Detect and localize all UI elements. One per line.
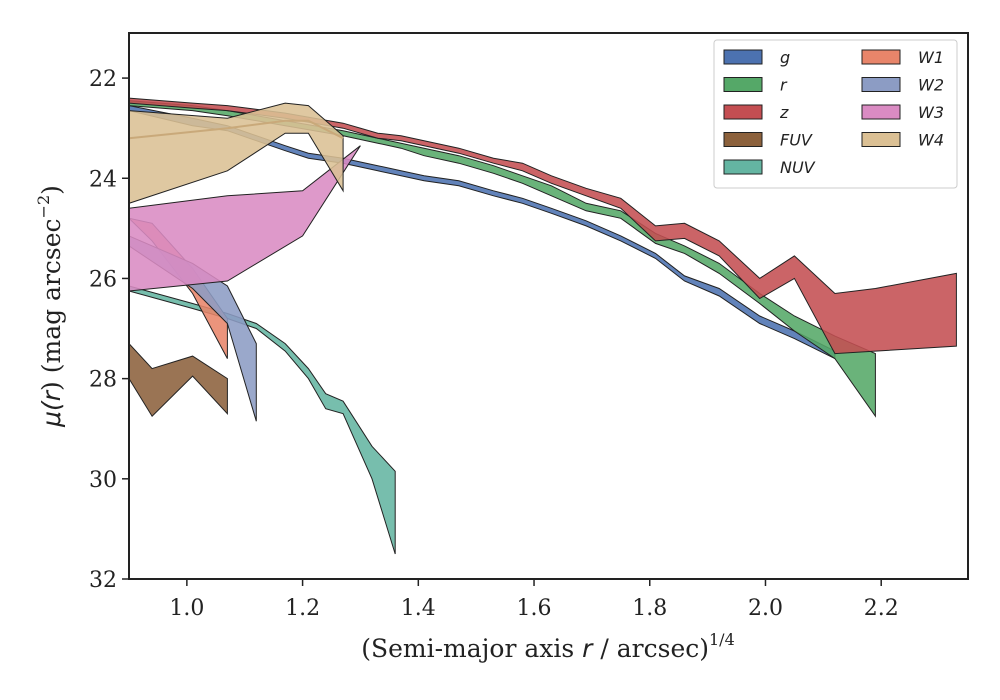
legend-swatch-r (723, 77, 763, 92)
x-tick-label: 1.0 (169, 596, 204, 621)
legend-swatch-z (723, 104, 763, 120)
legend-label-z: z (779, 103, 789, 122)
x-axis-label: (Semi-major axis r / arcsec)1/4 (361, 630, 735, 663)
y-axis-label: μ(r) (mag arcsec−2) (34, 185, 66, 428)
x-axis: 1.0 1.2 1.4 1.6 1.8 2.0 2.2 (169, 579, 899, 621)
x-tick-label: 1.2 (285, 596, 320, 621)
y-tick-label: 26 (89, 267, 117, 292)
x-tick-label: 1.4 (401, 596, 436, 621)
legend-swatch-w3 (861, 104, 901, 120)
legend-label-w3: W3 (918, 103, 944, 122)
y-axis: 22 24 26 28 30 32 (89, 67, 129, 593)
legend-label-r: r (780, 76, 788, 95)
legend-label-w4: W4 (918, 131, 944, 150)
y-tick-label: 30 (89, 468, 117, 493)
y-tick-label: 28 (89, 368, 117, 393)
x-tick-label: 1.8 (632, 596, 667, 621)
band-nuv (129, 285, 396, 555)
y-tick-label: 32 (89, 568, 117, 593)
legend-label-w2: W2 (918, 76, 944, 95)
band-r (129, 100, 876, 418)
legend: grz FUV NUV W1 W2 W3 W4 (713, 39, 958, 189)
y-tick-label: 24 (89, 167, 117, 192)
band-w3 (129, 145, 361, 292)
legend-swatch-g (723, 49, 763, 65)
band-fuv (129, 342, 228, 417)
legend-swatch-w4 (861, 132, 901, 147)
x-tick-label: 1.6 (517, 596, 552, 621)
band-w4 (129, 102, 344, 204)
legend-label-nuv: NUV (780, 158, 816, 177)
y-tick-label: 22 (89, 67, 117, 92)
median-line-w4 (129, 119, 344, 140)
legend-label-fuv: FUV (780, 131, 813, 150)
x-tick-label: 2.0 (748, 596, 783, 621)
legend-swatch-w1 (861, 49, 901, 65)
x-tick-label: 2.2 (864, 596, 899, 621)
legend-swatch-nuv (723, 159, 763, 175)
bands-layer (129, 97, 957, 555)
legend-label-w1: W1 (918, 48, 944, 67)
plot-frame (128, 32, 969, 580)
band-z (129, 97, 957, 355)
legend-label-g: g (780, 48, 790, 67)
legend-swatch-w2 (861, 77, 901, 92)
legend-swatch-fuv (723, 132, 763, 147)
